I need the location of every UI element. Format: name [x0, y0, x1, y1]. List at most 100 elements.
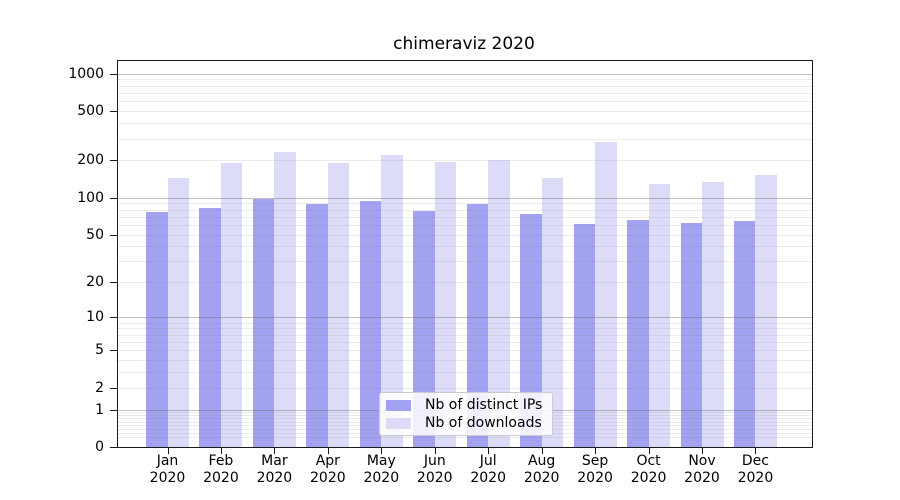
y-tick-label-10: 10: [86, 309, 104, 326]
y-tick-50: [110, 234, 117, 236]
gridline-minor-2: [118, 387, 812, 389]
x-tick-label-line: Sep: [581, 453, 609, 469]
bar-downloads-3: [327, 163, 350, 447]
bar-distinct-ips-10: [680, 223, 702, 447]
y-tick-2: [110, 387, 117, 389]
gridline-minor-50: [118, 234, 812, 236]
y-tick-5: [110, 350, 117, 352]
gridline-minor-500: [118, 111, 812, 113]
x-tick-label-line: 2020: [737, 470, 774, 486]
x-tick-label-line: Aug: [527, 453, 556, 469]
x-tick-label-line: 2020: [149, 470, 186, 486]
x-tick-label-7: Aug 2020: [500, 453, 584, 487]
bar-distinct-ips-5: [413, 210, 435, 447]
x-tick-label-line: Feb: [208, 453, 234, 469]
x-tick-label-line: Nov: [688, 453, 716, 469]
x-tick-label-5: Jun 2020: [393, 453, 477, 487]
plot-area: [117, 60, 813, 448]
x-tick-label-line: Jun: [423, 453, 446, 469]
x-tick-7: [541, 448, 543, 454]
x-tick-label-line: 2020: [363, 470, 400, 486]
gridline-minor-30: [118, 261, 812, 263]
bar-distinct-ips-2: [252, 199, 275, 447]
legend-swatch-downloads: [386, 417, 411, 429]
x-tick-3: [327, 448, 329, 454]
gridline-minor-3: [118, 372, 812, 374]
bar-distinct-ips-4: [359, 200, 382, 447]
x-tick-label-line: Jan: [156, 453, 179, 469]
x-tick-label-4: May 2020: [339, 453, 423, 487]
gridline-minor-80: [118, 209, 812, 211]
x-tick-label-line: 2020: [684, 470, 720, 486]
x-tick-label-1: Feb 2020: [179, 453, 263, 487]
x-tick-label-line: Oct: [636, 453, 661, 469]
bar-downloads-4: [381, 154, 403, 447]
legend-row-distinct-ips: Nb of distinct IPs: [386, 398, 542, 412]
x-tick-label-line: 2020: [470, 470, 506, 486]
gridline-minor-200: [118, 160, 812, 162]
x-tick-0: [167, 448, 169, 454]
x-tick-label-line: 2020: [310, 470, 346, 486]
x-tick-5: [434, 448, 436, 454]
x-tick-label-line: 2020: [416, 470, 453, 486]
x-tick-8: [595, 448, 597, 454]
x-tick-label-line: Mar: [261, 453, 288, 469]
y-tick-100: [110, 197, 117, 199]
gridline-minor-40: [118, 246, 812, 248]
gridline-minor-800: [118, 85, 812, 87]
bar-downloads-6: [488, 159, 510, 447]
gridline-minor-400: [118, 123, 812, 125]
x-tick-1: [220, 448, 222, 454]
y-tick-label-1: 1: [95, 401, 104, 418]
gridline-minor-6: [118, 341, 812, 343]
y-tick-label-5: 5: [95, 342, 104, 359]
gridline-minor-5: [118, 350, 812, 352]
bar-downloads-2: [274, 151, 296, 447]
x-tick-label-line: 2020: [256, 470, 293, 486]
legend-label-distinct-ips: Nb of distinct IPs: [425, 397, 543, 413]
x-tick-11: [755, 448, 757, 454]
x-tick-label-11: Dec 2020: [713, 453, 797, 487]
x-tick-label-line: 2020: [203, 470, 239, 486]
bar-downloads-10: [702, 181, 724, 447]
x-tick-label-2: Mar 2020: [232, 453, 316, 487]
x-tick-label-0: Jan 2020: [126, 453, 210, 487]
gridline-major-100: [118, 197, 812, 199]
gridline-minor-0.2: [118, 437, 812, 439]
x-tick-9: [648, 448, 650, 454]
y-tick-0: [110, 447, 117, 448]
gridline-minor-60: [118, 224, 812, 226]
x-tick-label-line: May: [366, 453, 396, 469]
gridline-minor-7: [118, 334, 812, 336]
x-tick-10: [702, 448, 703, 454]
y-tick-20: [110, 282, 117, 284]
gridline-minor-70: [118, 216, 812, 218]
x-tick-label-line: 2020: [630, 470, 667, 486]
x-tick-label-line: Dec: [741, 453, 769, 469]
gridline-minor-9: [118, 322, 812, 324]
x-tick-6: [488, 448, 490, 454]
gridline-minor-700: [118, 92, 812, 94]
bar-distinct-ips-7: [520, 214, 542, 447]
chart-title: chimeraviz 2020: [393, 34, 535, 54]
bar-distinct-ips-1: [199, 207, 221, 447]
y-tick-label-50: 50: [86, 226, 104, 243]
x-tick-4: [381, 448, 383, 454]
y-tick-label-0: 0: [95, 439, 104, 455]
gridline-major-1000: [118, 73, 812, 75]
bar-distinct-ips-9: [627, 219, 649, 447]
y-tick-1: [110, 409, 117, 411]
legend-row-downloads: Nb of downloads: [386, 416, 542, 430]
gridline-minor-900: [118, 79, 812, 81]
y-tick-label-1000: 1000: [68, 65, 104, 82]
y-tick-label-2: 2: [95, 379, 104, 396]
x-tick-2: [274, 448, 276, 454]
legend-label-downloads: Nb of downloads: [425, 415, 542, 431]
gridline-minor-600: [118, 101, 812, 103]
bar-downloads-8: [595, 142, 617, 447]
y-tick-label-200: 200: [77, 152, 104, 169]
bar-distinct-ips-0: [146, 212, 168, 447]
y-tick-500: [110, 111, 117, 113]
y-tick-200: [110, 160, 117, 162]
